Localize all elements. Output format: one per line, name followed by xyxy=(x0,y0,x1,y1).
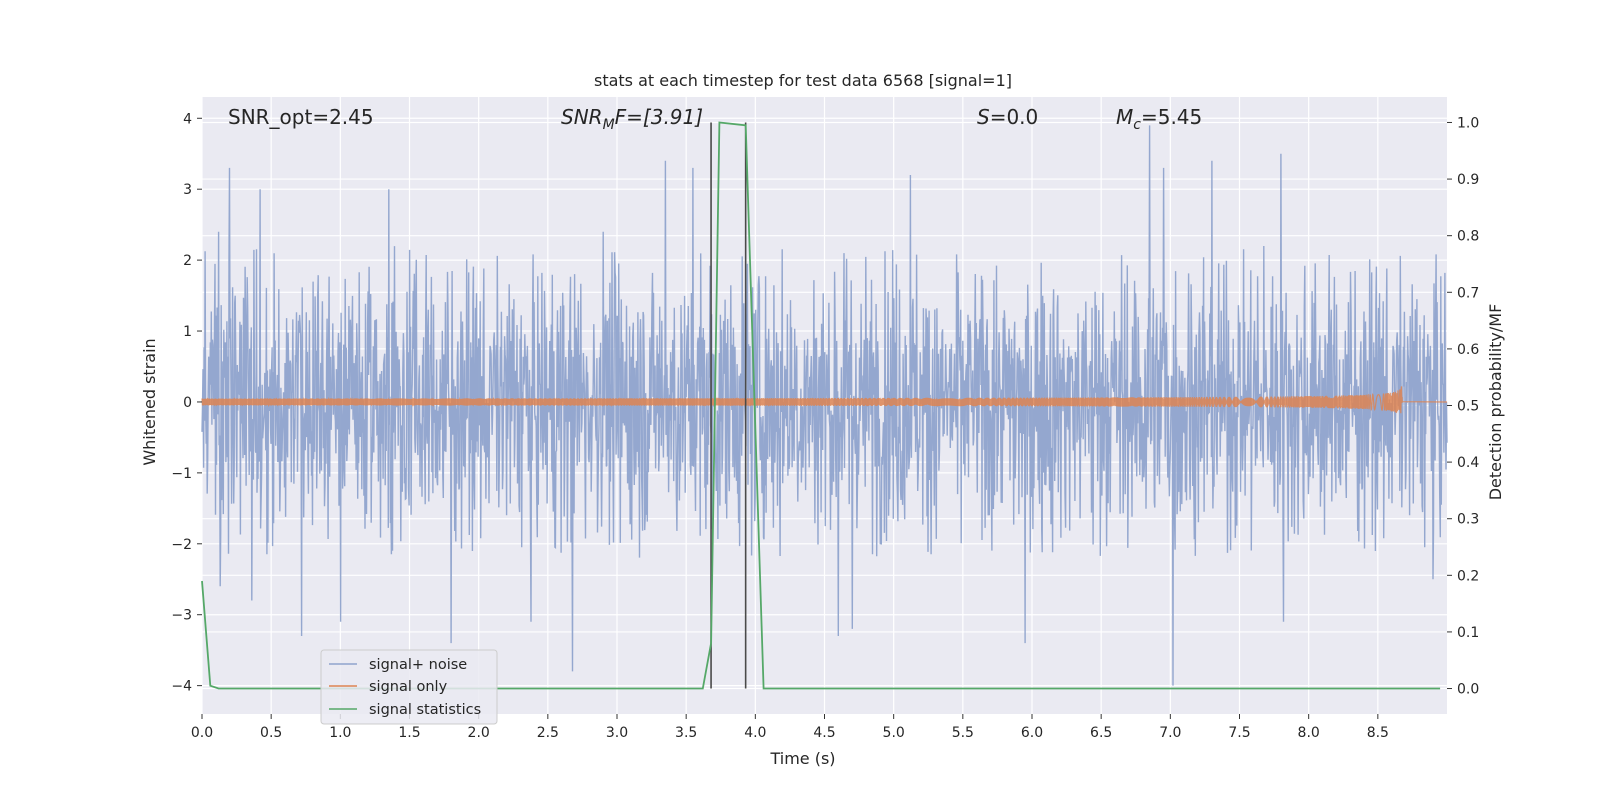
mc-sub: c xyxy=(1133,117,1141,133)
y2-tick-label: 0.3 xyxy=(1457,512,1479,528)
signal-noise-line xyxy=(201,125,1448,686)
x-tick-label: 5.0 xyxy=(883,725,905,741)
signal-statistics-line xyxy=(201,121,1441,690)
s-value: =0.0 xyxy=(990,105,1039,129)
x-axis-label: Time (s) xyxy=(769,749,835,768)
mc-value: =5.45 xyxy=(1141,105,1202,129)
x-tick-label: 6.0 xyxy=(1021,725,1043,741)
x-tick-label: 3.0 xyxy=(606,725,628,741)
y2-axis-label: Detection probability/MF xyxy=(1486,304,1505,501)
y-tick-label: −3 xyxy=(171,608,192,624)
annotation-mc: Mc=5.45 xyxy=(1116,105,1202,133)
x-tick-label: 6.5 xyxy=(1090,725,1112,741)
x-tick-label: 7.0 xyxy=(1159,725,1181,741)
legend-box xyxy=(320,649,498,725)
legend: signal+ noise signal only signal statist… xyxy=(320,649,498,725)
x-tick-label: 7.5 xyxy=(1228,725,1250,741)
x-tick-label: 1.5 xyxy=(398,725,420,741)
y-tick-label: 0 xyxy=(183,395,192,411)
y2-tick-label: 0.2 xyxy=(1457,568,1479,584)
y-tick-label: −1 xyxy=(171,466,192,482)
x-tick-label: 0.5 xyxy=(260,725,282,741)
x-tick-label: 5.5 xyxy=(952,725,974,741)
annotation-snr-opt: SNR_opt=2.45 xyxy=(228,105,374,129)
y2-axis-ticks: 1.0 0.9 0.8 0.7 0.6 0.5 0.4 0.3 0.2 0.1 0.0 xyxy=(1447,115,1479,698)
snr-mf-value: F=[3.91] xyxy=(615,105,703,129)
legend-label-signal-noise: signal+ noise xyxy=(369,657,467,673)
y2-tick-label: 0.9 xyxy=(1457,172,1479,188)
legend-label-signal-only: signal only xyxy=(369,679,448,695)
chart-title: stats at each timestep for test data 656… xyxy=(594,71,1012,90)
x-tick-label: 3.5 xyxy=(675,725,697,741)
annotation-s: S=0.0 xyxy=(977,105,1038,129)
y-tick-label: −2 xyxy=(171,537,192,553)
y2-tick-label: 0.4 xyxy=(1457,455,1479,471)
y2-tick-label: 0.0 xyxy=(1457,682,1479,698)
x-tick-label: 1.0 xyxy=(329,725,351,741)
y-tick-label: 2 xyxy=(183,253,192,269)
x-axis-ticks: 0.0 0.5 1.0 1.5 2.0 2.5 3.0 3.5 4.0 4.5 5.0 5.5 6.0 6… xyxy=(191,714,1389,741)
y-axis-ticks: 4 3 2 1 0 −1 −2 −3 −4 xyxy=(171,111,202,695)
x-tick-label: 2.5 xyxy=(537,725,559,741)
y-tick-label: −4 xyxy=(171,679,192,695)
y2-tick-label: 0.7 xyxy=(1457,285,1479,301)
signal-only-line xyxy=(201,386,1448,414)
series-signal-statistics xyxy=(201,121,1441,690)
x-tick-label: 2.0 xyxy=(468,725,490,741)
y2-tick-label: 0.1 xyxy=(1457,625,1479,641)
x-tick-label: 4.0 xyxy=(744,725,766,741)
snr-mf-sub: M xyxy=(603,117,615,133)
y-axis-label: Whitened strain xyxy=(140,338,159,465)
y-tick-label: 3 xyxy=(183,182,192,198)
x-tick-label: 4.5 xyxy=(813,725,835,741)
mc-name: M xyxy=(1116,105,1133,129)
x-tick-label: 8.5 xyxy=(1367,725,1389,741)
series-signal-noise xyxy=(201,125,1448,686)
x-tick-label: 8.0 xyxy=(1298,725,1320,741)
y-tick-label: 4 xyxy=(183,111,192,127)
series-signal-only xyxy=(201,386,1448,414)
y2-tick-label: 0.8 xyxy=(1457,229,1479,245)
x-tick-label: 0.0 xyxy=(191,725,213,741)
annotation-snr-mf: SNRMF=[3.91] xyxy=(561,105,703,133)
snr-mf-name: SNR xyxy=(561,105,603,129)
y-tick-label: 1 xyxy=(183,324,192,340)
legend-label-signal-statistics: signal statistics xyxy=(369,702,481,718)
y2-tick-label: 0.6 xyxy=(1457,342,1479,358)
y2-tick-label: 1.0 xyxy=(1457,115,1479,131)
y2-tick-label: 0.5 xyxy=(1457,399,1479,415)
s-name: S xyxy=(977,105,990,129)
